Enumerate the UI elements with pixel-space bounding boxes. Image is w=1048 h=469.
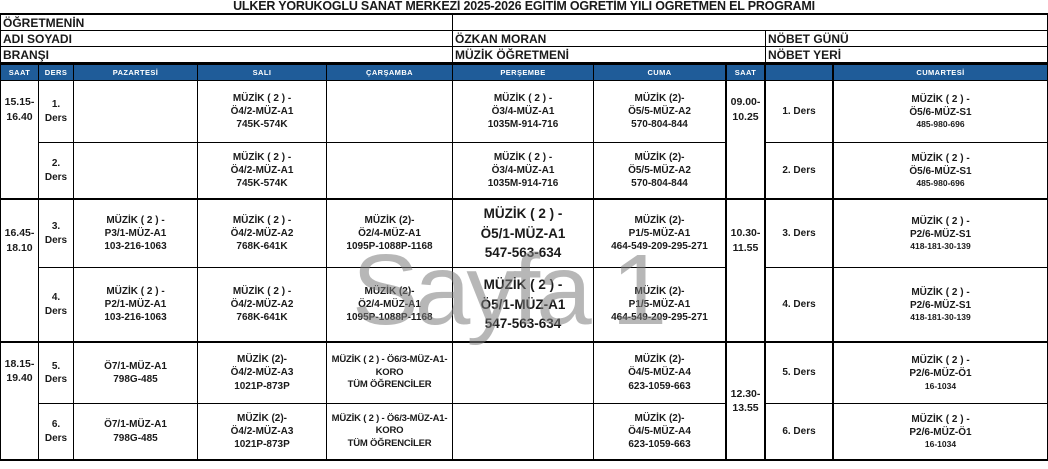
lesson-number-cell: 4. Ders: [39, 268, 74, 343]
duty-day-label: NÖBET GÜNÜ: [766, 31, 1047, 47]
lesson-number-right-cell: 3. Ders: [766, 200, 834, 268]
schedule-cell-cumartesi: MÜZİK ( 2 ) - P2/6-MÜZ-Ö1 16-1034: [834, 343, 1047, 404]
schedule-cell-persembe: MÜZİK ( 2 ) - Ö3/4-MÜZ-A1 1035M-914-716: [453, 143, 594, 200]
header-saat-left: SAAT: [1, 65, 39, 80]
schedule-cell-cumartesi: MÜZİK ( 2 ) - P2/6-MÜZ-S1 418-181-30-139: [834, 268, 1047, 343]
lesson-number-right-cell: 5. Ders: [766, 343, 834, 404]
schedule-cell-cumartesi: MÜZİK ( 2 ) - Ö5/6-MÜZ-S1 485-980-696: [834, 81, 1047, 143]
header-cuma: CUMA: [594, 65, 727, 80]
duty-place-label: NÖBET YERİ: [766, 47, 1047, 63]
teacher-label: ÖĞRETMENİN: [1, 15, 453, 31]
schedule-cell-cumartesi: MÜZİK ( 2 ) - Ö5/6-MÜZ-S1 485-980-696: [834, 143, 1047, 200]
time-cell-right-3: 12.30- 13.55: [727, 343, 766, 461]
time-cell-left-1: 15.15- 16.40: [1, 81, 39, 200]
time-cell-left-3: 18.15- 19.40: [1, 343, 39, 461]
schedule-cell-cumartesi: MÜZİK ( 2 ) - P2/6-MÜZ-S1 418-181-30-139: [834, 200, 1047, 268]
schedule-cell-sali: MÜZİK (2)- Ö4/2-MÜZ-A3 1021P-873P: [198, 404, 327, 461]
header-blank: [766, 65, 834, 80]
schedule-cell-persembe: MÜZİK ( 2 ) - Ö5/1-MÜZ-A1 547-563-634: [453, 268, 594, 343]
schedule-cell-sali: MÜZİK (2)- Ö4/2-MÜZ-A3 1021P-873P: [198, 343, 327, 404]
time-text: 09.00- 10.25: [730, 96, 761, 123]
schedule-cell-cuma: MÜZİK (2)- Ö5/5-MÜZ-A2 570-804-844: [594, 143, 727, 200]
schedule-sheet: ÖĞRETMENİN ADI SOYADI ÖZKAN MORAN NÖBET …: [0, 13, 1048, 461]
header-carsamba: ÇARŞAMBA: [327, 65, 453, 80]
lesson-number-right-cell: 6. Ders: [766, 404, 834, 461]
time-text: 15.15- 16.40: [4, 96, 35, 123]
schedule-grid: 15.15- 16.40 16.45- 18.10 18.15- 19.40 09.0…: [1, 81, 1047, 461]
lesson-number-right-cell: 4. Ders: [766, 268, 834, 343]
schedule-cell-pazartesi: Ö7/1-MÜZ-A1 798G-485: [74, 343, 198, 404]
lesson-number-cell: 6. Ders: [39, 404, 74, 461]
time-text: 16.45- 18.10: [4, 227, 35, 254]
schedule-cell-carsamba: MÜZİK ( 2 ) - Ö6/3-MÜZ-A1- KORO TÜM ÖĞRENC…: [327, 404, 453, 461]
schedule-cell-carsamba: MÜZİK (2)- Ö2/4-MÜZ-A1 1095P-1088P-1168: [327, 200, 453, 268]
schedule-cell-cuma: MÜZİK (2)- P1/5-MÜZ-A1 464-549-209-295-271: [594, 268, 727, 343]
schedule-cell-sali: MÜZİK ( 2 ) - Ö4/2-MÜZ-A2 768K-641K: [198, 268, 327, 343]
schedule-cell-carsamba: [327, 81, 453, 143]
time-cell-right-2: 10.30- 11.55: [727, 200, 766, 343]
schedule-cell-sali: MÜZİK ( 2 ) - Ö4/2-MÜZ-A1 745K-574K: [198, 81, 327, 143]
time-cell-left-2: 16.45- 18.10: [1, 200, 39, 343]
schedule-cell-persembe: MÜZİK ( 2 ) - Ö3/4-MÜZ-A1 1035M-914-716: [453, 81, 594, 143]
schedule-cell-pazartesi: [74, 81, 198, 143]
column-header-row: SAAT DERS PAZARTESİ SALI ÇARŞAMBA PERŞEM…: [1, 63, 1047, 81]
schedule-cell-pazartesi: Ö7/1-MÜZ-A1 798G-485: [74, 404, 198, 461]
header-ders: DERS: [39, 65, 74, 80]
teacher-name-value: ÖZKAN MORAN: [453, 31, 766, 47]
schedule-cell-persembe: [453, 404, 594, 461]
lesson-number-cell: 5. Ders: [39, 343, 74, 404]
time-text: 12.30- 13.55: [730, 387, 761, 414]
lesson-number-cell: 2. Ders: [39, 143, 74, 200]
lesson-number-right-cell: 2. Ders: [766, 143, 834, 200]
name-label: ADI SOYADI: [1, 31, 453, 47]
header-persembe: PERŞEMBE: [453, 65, 594, 80]
schedule-cell-cumartesi: MÜZİK ( 2 ) - P2/6-MÜZ-Ö1 16-1034: [834, 404, 1047, 461]
time-cell-right-1: 09.00- 10.25: [727, 81, 766, 200]
schedule-cell-carsamba: MÜZİK (2)- Ö2/4-MÜZ-A1 1095P-1088P-1168: [327, 268, 453, 343]
schedule-cell-carsamba: MÜZİK ( 2 ) - Ö6/3-MÜZ-A1- KORO TÜM ÖĞRENC…: [327, 343, 453, 404]
schedule-cell-cuma: MÜZİK (2)- P1/5-MÜZ-A1 464-549-209-295-271: [594, 200, 727, 268]
header-cumartesi: CUMARTESİ: [834, 65, 1047, 80]
branch-label: BRANŞI: [1, 47, 453, 63]
lesson-number-right-cell: 1. Ders: [766, 81, 834, 143]
teacher-info-section: ÖĞRETMENİN ADI SOYADI ÖZKAN MORAN NÖBET …: [1, 15, 1047, 63]
schedule-cell-pazartesi: [74, 143, 198, 200]
schedule-cell-pazartesi: MÜZİK ( 2 ) - P2/1-MÜZ-A1 103-216-1063: [74, 268, 198, 343]
schedule-cell-cuma: MÜZİK (2)- Ö4/5-MÜZ-A4 623-1059-663: [594, 404, 727, 461]
schedule-cell-persembe: [453, 343, 594, 404]
page-title: ÜLKER YÖRÜKOĞLU SANAT MERKEZİ 2025-2026 …: [233, 0, 815, 13]
lesson-number-cell: 3. Ders: [39, 200, 74, 268]
header-pazartesi: PAZARTESİ: [74, 65, 198, 80]
time-text: 10.30- 11.55: [730, 227, 761, 254]
lesson-number-cell: 1. Ders: [39, 81, 74, 143]
header-sali: SALI: [198, 65, 327, 80]
schedule-cell-cuma: MÜZİK (2)- Ö5/5-MÜZ-A2 570-804-844: [594, 81, 727, 143]
schedule-cell-carsamba: [327, 143, 453, 200]
branch-value: MÜZİK ÖĞRETMENİ: [453, 47, 766, 63]
time-text: 18.15- 19.40: [4, 357, 35, 384]
teacher-label-empty-cell: [453, 15, 1047, 31]
schedule-cell-persembe: MÜZİK ( 2 ) - Ö5/1-MÜZ-A1 547-563-634: [453, 200, 594, 268]
header-saat-right: SAAT: [727, 65, 766, 80]
schedule-cell-sali: MÜZİK ( 2 ) - Ö4/2-MÜZ-A2 768K-641K: [198, 200, 327, 268]
schedule-cell-sali: MÜZİK ( 2 ) - Ö4/2-MÜZ-A1 745K-574K: [198, 143, 327, 200]
schedule-cell-pazartesi: MÜZİK ( 2 ) - P3/1-MÜZ-A1 103-216-1063: [74, 200, 198, 268]
schedule-cell-cuma: MÜZİK (2)- Ö4/5-MÜZ-A4 623-1059-663: [594, 343, 727, 404]
